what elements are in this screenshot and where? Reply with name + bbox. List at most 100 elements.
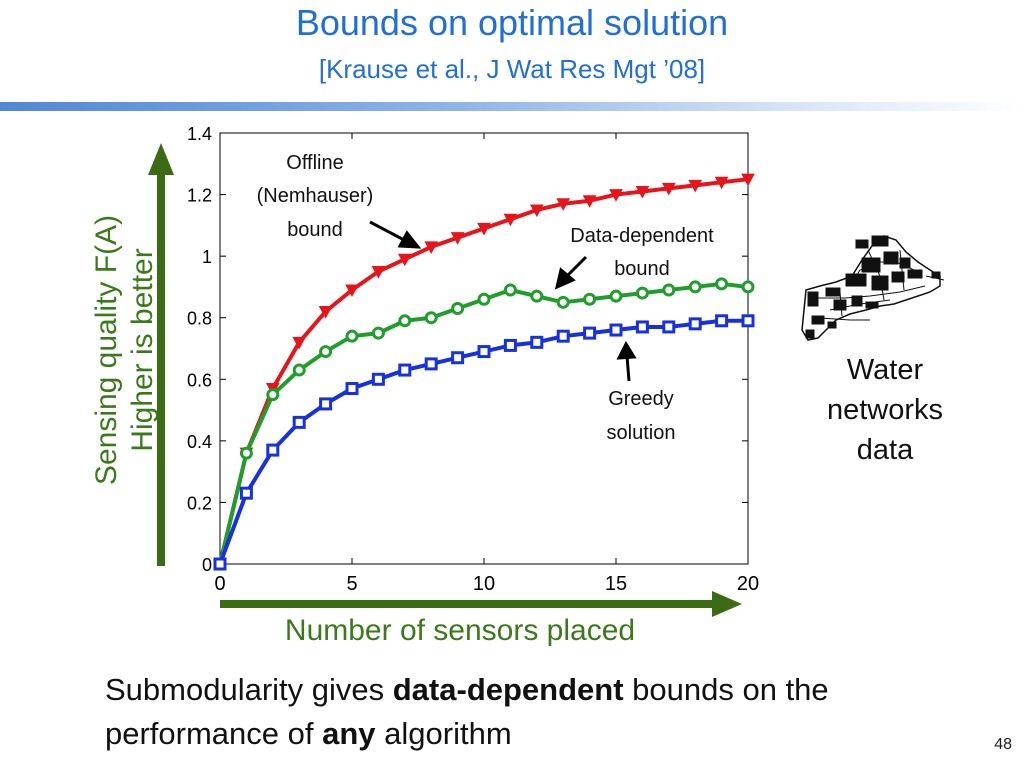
side-caption-line2: networks xyxy=(826,394,944,426)
point-offline-nemhauser-bound xyxy=(450,232,465,245)
point-offline-nemhauser-bound xyxy=(397,253,412,267)
point-data-dependent-bound xyxy=(477,292,491,306)
annotation-offline-line2: (Nemhauser) xyxy=(257,185,374,207)
bottom-text-bold1: data-dependent xyxy=(392,672,624,707)
point-data-dependent-bound xyxy=(662,283,676,297)
point-greedy-solution xyxy=(530,335,544,349)
point-greedy-solution xyxy=(292,415,306,429)
point-offline-nemhauser-bound xyxy=(556,198,571,211)
slide-citation: [Krause et al., J Wat Res Mgt ’08] xyxy=(318,54,706,84)
point-offline-nemhauser-bound xyxy=(661,182,676,196)
point-offline-nemhauser-bound xyxy=(345,284,359,298)
slide-title: Bounds on optimal solution xyxy=(295,2,729,43)
point-data-dependent-bound xyxy=(688,280,702,294)
y-tick-label: 0.6 xyxy=(187,370,212,390)
y-quality-arrowhead xyxy=(148,143,174,175)
x-tick-label: 20 xyxy=(737,573,759,595)
x-tick-label: 15 xyxy=(605,573,627,595)
point-data-dependent-bound xyxy=(345,329,359,343)
annotation-data-dependent: Data-dependent bound xyxy=(570,225,714,280)
y-tick-label: 0 xyxy=(202,555,212,575)
point-greedy-solution xyxy=(319,397,333,411)
bottom-statement: Submodularity gives data-dependent bound… xyxy=(105,668,985,756)
water-network-map xyxy=(801,235,945,341)
point-offline-nemhauser-bound xyxy=(424,241,439,254)
point-greedy-solution xyxy=(503,338,517,352)
point-data-dependent-bound xyxy=(266,388,280,402)
x-axis-label: Number of sensors placed xyxy=(284,614,636,647)
offline-pointer-arrowhead xyxy=(397,230,422,249)
point-greedy-solution xyxy=(715,314,729,328)
point-offline-nemhauser-bound xyxy=(318,306,333,319)
point-data-dependent-bound xyxy=(715,277,729,291)
series-layer xyxy=(213,173,755,572)
point-data-dependent-bound xyxy=(319,345,333,359)
y-axis-label-line2: Higher is better xyxy=(126,248,159,452)
y-axis-label-line1: Sensing quality F(A) xyxy=(90,214,123,486)
y-tick-label: 0.4 xyxy=(187,432,212,452)
annotation-greedy-line2: solution xyxy=(607,422,676,444)
side-caption-line1: Water xyxy=(846,354,924,386)
point-offline-nemhauser-bound xyxy=(714,176,729,190)
annotation-greedy-line1: Greedy xyxy=(608,388,674,410)
dd-pointer-arrowhead xyxy=(554,267,576,290)
point-greedy-solution xyxy=(239,486,253,500)
point-greedy-solution xyxy=(345,382,359,396)
point-offline-nemhauser-bound xyxy=(371,266,386,279)
point-greedy-solution xyxy=(662,320,676,334)
point-greedy-solution xyxy=(424,357,438,371)
point-offline-nemhauser-bound xyxy=(609,189,623,202)
point-data-dependent-bound xyxy=(398,314,412,328)
annotation-dd-line2: bound xyxy=(614,258,670,280)
x-tick-label: 0 xyxy=(214,573,225,595)
point-greedy-solution xyxy=(688,317,702,331)
point-offline-nemhauser-bound xyxy=(529,204,544,218)
x-tick-label: 10 xyxy=(473,573,495,595)
x-tick-label: 5 xyxy=(346,573,357,595)
point-data-dependent-bound xyxy=(741,280,755,294)
annotation-dd-line1: Data-dependent xyxy=(570,225,714,247)
title-divider xyxy=(0,102,1024,111)
annotation-offline: Offline (Nemhauser) bound xyxy=(257,152,374,241)
point-data-dependent-bound xyxy=(530,289,544,303)
point-greedy-solution xyxy=(477,345,491,359)
point-data-dependent-bound xyxy=(451,301,465,315)
point-greedy-solution xyxy=(213,557,227,571)
greedy-pointer-arrow xyxy=(625,355,631,382)
point-greedy-solution xyxy=(398,363,412,377)
point-offline-nemhauser-bound xyxy=(741,173,755,187)
point-greedy-solution xyxy=(266,443,280,457)
greedy-pointer-arrowhead xyxy=(616,340,637,360)
point-data-dependent-bound xyxy=(239,446,253,460)
bottom-text-part2: bounds on the performance of xyxy=(105,672,829,751)
point-offline-nemhauser-bound xyxy=(582,195,597,208)
side-caption-line3: data xyxy=(856,434,914,466)
point-greedy-solution xyxy=(609,323,623,337)
point-data-dependent-bound xyxy=(371,326,385,340)
point-offline-nemhauser-bound xyxy=(477,222,491,236)
point-data-dependent-bound xyxy=(424,311,438,325)
annotation-offline-line1: Offline xyxy=(286,152,343,174)
point-data-dependent-bound xyxy=(609,289,623,303)
y-tick-label: 1.4 xyxy=(187,124,212,144)
point-greedy-solution xyxy=(583,326,597,340)
point-greedy-solution xyxy=(741,314,755,328)
side-caption: Water networks data xyxy=(800,350,970,470)
point-data-dependent-bound xyxy=(583,292,597,306)
point-greedy-solution xyxy=(451,351,465,365)
y-tick-label: 1 xyxy=(202,247,212,267)
point-offline-nemhauser-bound xyxy=(635,185,650,199)
point-offline-nemhauser-bound xyxy=(688,179,703,193)
bottom-text-part3: algorithm xyxy=(375,716,512,751)
page-number: 48 xyxy=(994,736,1012,753)
annotation-greedy: Greedy solution xyxy=(607,388,676,444)
point-data-dependent-bound xyxy=(635,286,649,300)
y-tick-label: 1.2 xyxy=(187,186,212,206)
x-sensors-arrowhead xyxy=(712,591,742,617)
bottom-text-part1: Submodularity gives xyxy=(105,672,393,707)
y-tick-label: 0.8 xyxy=(187,309,212,329)
point-data-dependent-bound xyxy=(556,295,570,309)
point-greedy-solution xyxy=(635,320,649,334)
point-greedy-solution xyxy=(371,372,385,386)
